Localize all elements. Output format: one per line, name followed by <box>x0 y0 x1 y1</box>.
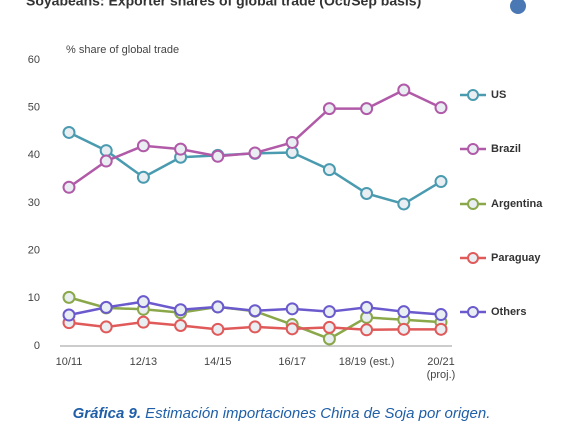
legend-marker <box>467 306 479 318</box>
point <box>99 144 113 158</box>
point <box>322 163 336 177</box>
point <box>248 320 262 334</box>
point <box>211 300 225 314</box>
x-tick-label: 18/19 (est.) <box>338 356 395 368</box>
point <box>360 186 374 200</box>
point <box>211 149 225 163</box>
legend-marker <box>467 198 479 210</box>
point <box>136 139 150 153</box>
point <box>174 319 188 333</box>
point <box>62 125 76 139</box>
point <box>99 320 113 334</box>
legend-marker <box>467 143 479 155</box>
y-axis-label: % share of global trade <box>66 44 179 56</box>
legend-marker <box>467 252 479 264</box>
x-tick-label: 16/17 <box>278 356 306 368</box>
series-line <box>68 88 442 189</box>
point <box>248 146 262 160</box>
point <box>248 304 262 318</box>
y-tick-label: 20 <box>28 245 40 257</box>
legend-label: Brazil <box>491 143 521 155</box>
chart-title: Soyabeans: Exporter shares of global tra… <box>26 0 421 9</box>
point <box>397 83 411 97</box>
point <box>99 300 113 314</box>
x-tick-label: 10/11 <box>55 356 83 368</box>
y-tick-label: 10 <box>28 292 40 304</box>
y-tick-label: 0 <box>34 340 40 352</box>
legend-label: Others <box>491 306 526 318</box>
point <box>322 332 336 346</box>
x-tick-label: 14/15 <box>204 356 232 368</box>
point <box>397 322 411 336</box>
point <box>136 170 150 184</box>
point <box>285 135 299 149</box>
chart: Soyabeans: Exporter shares of global tra… <box>26 0 543 352</box>
y-tick-label: 40 <box>28 149 40 161</box>
caption-text: Estimación importaciones China de Soja p… <box>145 405 491 422</box>
point <box>285 322 299 336</box>
point <box>136 295 150 309</box>
x-tick-label: 20/21 (proj.) <box>426 356 456 381</box>
legend-label: Paraguay <box>491 252 541 264</box>
point <box>397 197 411 211</box>
point <box>434 322 448 336</box>
point <box>322 320 336 334</box>
point <box>99 154 113 168</box>
x-tick-label: 12/13 <box>129 356 158 368</box>
legend-marker <box>467 89 479 101</box>
point <box>360 102 374 116</box>
point <box>136 315 150 329</box>
point <box>211 322 225 336</box>
point <box>285 302 299 316</box>
series-line <box>68 131 442 206</box>
point <box>360 323 374 337</box>
y-tick-label: 60 <box>28 54 40 66</box>
caption-label: Gráfica 9. <box>72 405 141 422</box>
point <box>322 102 336 116</box>
point <box>62 180 76 194</box>
point <box>62 308 76 322</box>
legend-label: Argentina <box>491 198 543 210</box>
point <box>434 101 448 115</box>
point <box>174 142 188 156</box>
point <box>434 175 448 189</box>
y-tick-label: 50 <box>28 102 40 114</box>
legend-label: US <box>491 89 506 101</box>
y-tick-label: 30 <box>28 197 40 209</box>
point <box>434 308 448 322</box>
point <box>322 305 336 319</box>
logo <box>510 0 526 14</box>
point <box>174 303 188 317</box>
point <box>360 300 374 314</box>
point <box>62 290 76 304</box>
point <box>397 305 411 319</box>
caption: Gráfica 9. Estimación importaciones Chin… <box>0 405 563 422</box>
